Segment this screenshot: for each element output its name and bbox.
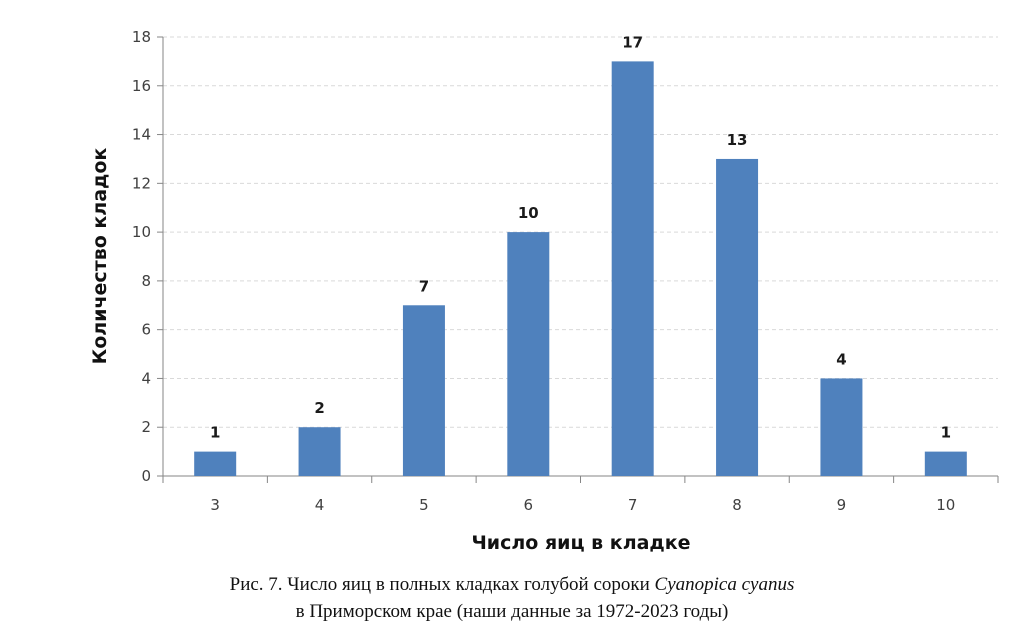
y-tick-label: 0 [141, 467, 151, 485]
x-tick-label-4: 4 [315, 496, 325, 514]
data-label-8: 13 [727, 131, 748, 149]
figure-caption: Рис. 7. Число яиц в полных кладках голуб… [0, 573, 1024, 597]
data-label-6: 10 [518, 204, 539, 222]
x-tick-labels: 3 4 5 6 7 8 9 10 [210, 496, 955, 514]
bars [194, 61, 967, 477]
data-label-4: 2 [314, 399, 324, 417]
y-tick-label: 2 [141, 418, 151, 436]
data-label-5: 7 [419, 277, 429, 295]
figure-caption-line2: в Приморском крае (наши данные за 1972-2… [295, 601, 729, 622]
data-label-10: 1 [941, 424, 951, 442]
gridlines [163, 36, 998, 428]
caption-line1-prefix: Рис. 7. Число яиц в полных кладках голуб… [229, 574, 655, 595]
x-tick-label-7: 7 [628, 496, 638, 514]
bar-6 [507, 232, 550, 476]
data-label-3: 1 [210, 424, 220, 442]
x-tick-label-3: 3 [210, 496, 220, 514]
data-label-7: 17 [622, 33, 643, 51]
y-axis-title: Количество кладок [89, 148, 111, 365]
bar-8 [716, 158, 759, 476]
y-tick-labels: 0 2 4 6 8 10 12 14 16 18 [132, 28, 151, 485]
bar-5 [402, 305, 445, 476]
x-tick-label-9: 9 [837, 496, 847, 514]
bar-9 [820, 378, 863, 476]
axes [157, 36, 999, 483]
data-label-9: 4 [836, 350, 846, 368]
bar-3 [194, 451, 237, 476]
y-tick-label: 6 [141, 321, 151, 339]
caption-species-name: Cyanopica cyanus [654, 574, 795, 595]
y-tick-label: 16 [132, 77, 151, 95]
x-tick-label-8: 8 [732, 496, 742, 514]
data-labels: 1 2 7 10 17 13 4 1 [210, 33, 951, 441]
x-tick-label-5: 5 [419, 496, 429, 514]
x-tick-label-10: 10 [936, 496, 955, 514]
bar-7 [611, 61, 654, 477]
y-tick-label: 12 [132, 174, 151, 192]
y-tick-label: 18 [132, 28, 151, 46]
x-tick-label-6: 6 [524, 496, 534, 514]
y-tick-label: 8 [141, 272, 151, 290]
bar-10 [924, 451, 967, 476]
x-axis-title: Число яиц в кладке [471, 532, 690, 554]
y-tick-label: 14 [132, 126, 151, 144]
y-tick-label: 4 [141, 369, 151, 387]
bar-4 [298, 427, 341, 476]
y-tick-label: 10 [132, 223, 151, 241]
